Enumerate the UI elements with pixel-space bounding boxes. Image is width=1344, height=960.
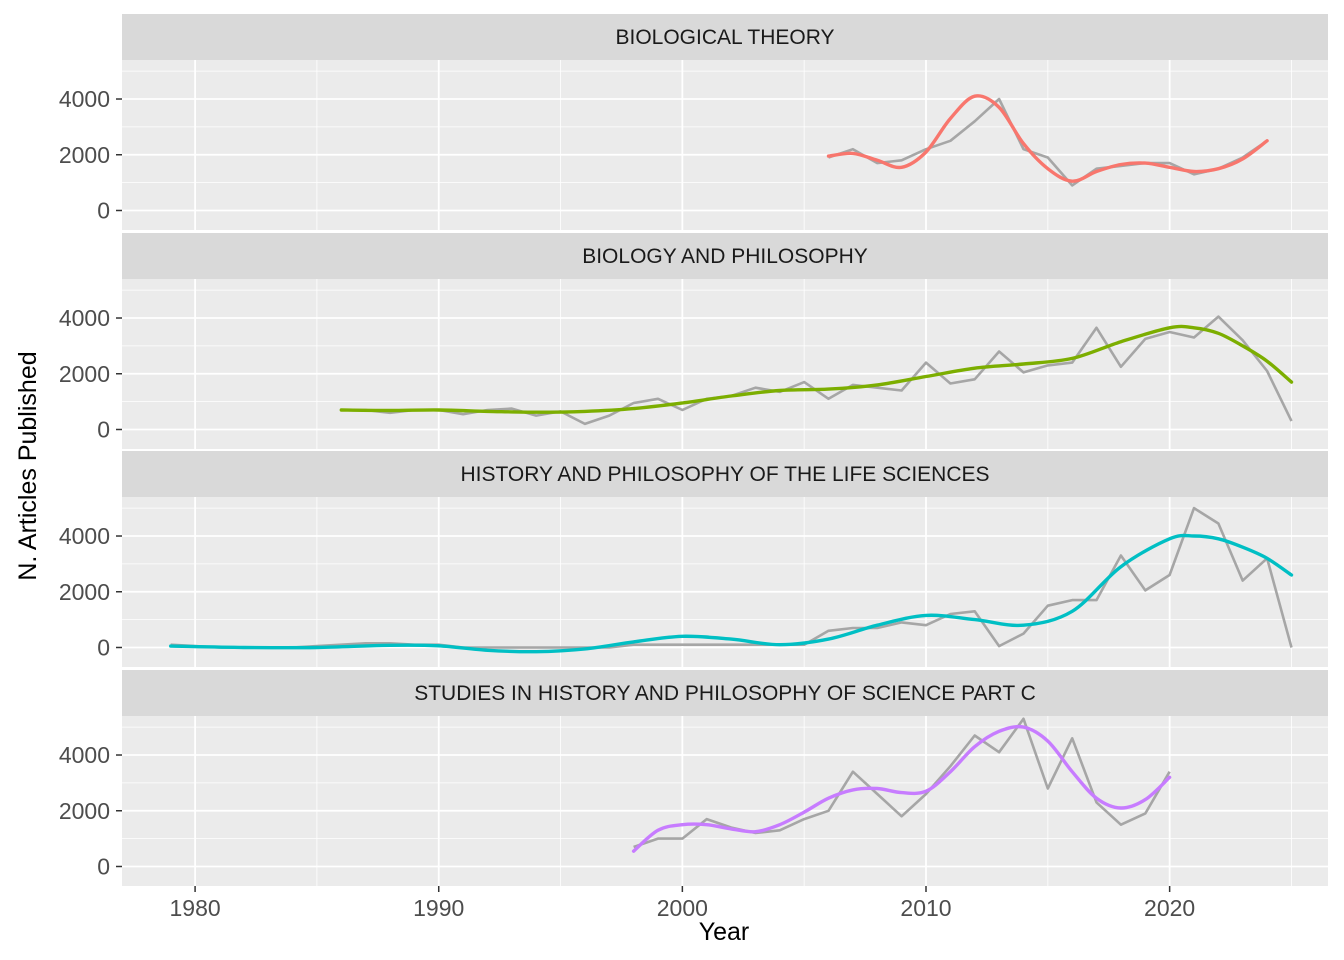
raw-series-line (633, 717, 1171, 849)
panel-4: STUDIES IN HISTORY AND PHILOSOPHY OF SCI… (59, 670, 1328, 886)
y-tick-label: 4000 (59, 86, 110, 112)
panel-strip (122, 451, 1328, 497)
y-tick-label: 0 (97, 634, 110, 660)
y-tick-label: 2000 (59, 579, 110, 605)
y-tick-label: 2000 (59, 798, 110, 824)
panel-title: HISTORY AND PHILOSOPHY OF THE LIFE SCIEN… (460, 463, 989, 486)
y-tick-label: 2000 (59, 361, 110, 387)
panel-1: BIOLOGICAL THEORY 0 2000 4000 (59, 14, 1328, 230)
panel-strip (122, 233, 1328, 279)
y-tick-label: 0 (97, 853, 110, 879)
y-tick-label: 2000 (59, 142, 110, 168)
panel-background (122, 279, 1328, 449)
panel-background (122, 60, 1328, 230)
x-axis: 1980 1990 2000 2010 2020 (170, 886, 1195, 921)
x-tick-label: 2020 (1144, 895, 1195, 921)
panel-strip (122, 670, 1328, 716)
y-tick-label: 4000 (59, 305, 110, 331)
panel-background (122, 716, 1328, 886)
y-axis-title: N. Articles Published (14, 351, 42, 580)
smoothed-series-line (631, 724, 1172, 853)
smoothed-series-line (826, 94, 1269, 183)
raw-series-line (828, 97, 1268, 187)
x-tick-label: 2010 (900, 895, 951, 921)
panel-background (122, 497, 1328, 667)
y-tick-label: 0 (97, 197, 110, 223)
smoothed-series-line (339, 324, 1294, 414)
x-tick-label: 2000 (657, 895, 708, 921)
smoothed-series-line (169, 533, 1294, 654)
panel-title: STUDIES IN HISTORY AND PHILOSOPHY OF SCI… (414, 682, 1036, 705)
panel-2: BIOLOGY AND PHILOSOPHY 0 2000 4000 (59, 233, 1328, 449)
y-tick-label: 4000 (59, 742, 110, 768)
panel-title: BIOLOGICAL THEORY (615, 26, 834, 49)
x-axis-title: Year (699, 918, 750, 946)
y-tick-label: 4000 (59, 523, 110, 549)
raw-series-line (170, 506, 1293, 649)
panel-strip (122, 14, 1328, 60)
panel-title: BIOLOGY AND PHILOSOPHY (582, 245, 868, 268)
y-tick-label: 0 (97, 416, 110, 442)
x-tick-label: 1980 (170, 895, 221, 921)
panel-3: HISTORY AND PHILOSOPHY OF THE LIFE SCIEN… (59, 451, 1328, 667)
x-tick-label: 1990 (413, 895, 464, 921)
